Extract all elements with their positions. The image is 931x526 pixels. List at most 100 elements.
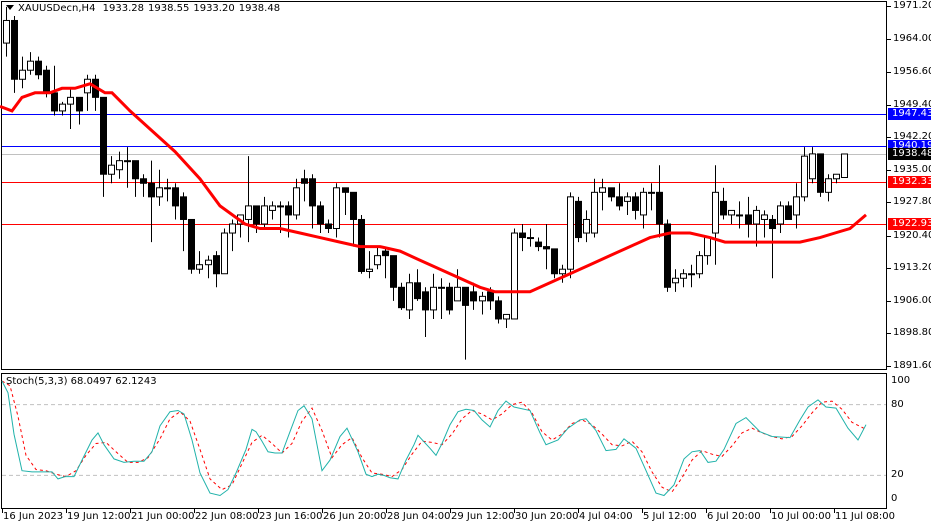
collapse-triangle-icon[interactable] xyxy=(6,5,14,10)
time-tick-label: 6 Jul 20:00 xyxy=(707,511,761,522)
price-tick xyxy=(887,366,891,367)
time-tick-label: 10 Jul 00:00 xyxy=(771,511,831,522)
close-value: 1938.48 xyxy=(238,3,281,14)
bullish-candle xyxy=(333,187,340,230)
time-tick-label: 23 Jun 16:00 xyxy=(259,511,323,522)
bearish-candle xyxy=(309,178,316,207)
price-tick xyxy=(887,105,891,106)
bullish-candle xyxy=(3,19,10,44)
price-tick xyxy=(887,268,891,269)
stoch-tick-label: 0 xyxy=(891,493,898,504)
bullish-candle xyxy=(124,160,131,163)
bullish-candle xyxy=(261,205,268,225)
bearish-candle xyxy=(745,214,752,225)
bearish-candle xyxy=(43,69,50,94)
bullish-candle xyxy=(559,268,566,275)
bearish-candle xyxy=(390,255,397,288)
bullish-candle xyxy=(825,178,832,193)
price-tick xyxy=(887,137,891,138)
price-tick xyxy=(887,72,891,73)
bearish-candle xyxy=(608,187,615,198)
bearish-candle xyxy=(535,241,542,248)
bearish-candle xyxy=(285,205,292,216)
bullish-candle xyxy=(712,191,719,234)
price-tick-label: 1927.80 xyxy=(893,196,931,207)
bearish-candle xyxy=(632,196,639,211)
bearish-candle xyxy=(769,218,776,230)
price-tick xyxy=(887,39,891,40)
price-level-tag: 1947.43 xyxy=(888,108,931,120)
price-tick-label: 1891.60 xyxy=(893,360,931,371)
price-tick xyxy=(887,6,891,7)
moving-average-line xyxy=(0,82,867,294)
bullish-candle xyxy=(19,69,26,80)
bullish-candle xyxy=(801,155,808,198)
bullish-candle xyxy=(67,96,74,105)
bearish-candle xyxy=(172,187,179,207)
stoch-tick-label: 20 xyxy=(891,469,904,480)
bullish-candle xyxy=(704,237,711,257)
time-tick-label: 11 Jul 08:00 xyxy=(835,511,895,522)
symbol-label: XAUUSDecn,H4 xyxy=(18,3,96,14)
bullish-candle xyxy=(793,196,800,216)
time-tick xyxy=(322,509,323,513)
indicator-name: Stoch(5,3,3) xyxy=(6,376,68,387)
time-tick-label: 19 Jun 12:00 xyxy=(67,511,131,522)
price-chart-area[interactable] xyxy=(1,1,887,370)
bullish-candle xyxy=(761,214,768,220)
bearish-candle xyxy=(76,96,83,112)
bearish-candle xyxy=(422,291,429,311)
bullish-candle xyxy=(777,205,784,225)
time-tick-label: 21 Jun 00:00 xyxy=(131,511,195,522)
price-tick-label: 1906.00 xyxy=(893,295,931,306)
price-level-tag: 1932.33 xyxy=(888,176,931,188)
time-tick xyxy=(770,509,771,513)
bullish-candle xyxy=(599,187,606,193)
bearish-candle xyxy=(817,153,824,193)
bullish-candle xyxy=(406,282,413,311)
bearish-candle xyxy=(664,223,671,288)
chart-header: XAUUSDecn,H4 1933.28 1938.55 1933.20 1938.4… xyxy=(6,3,284,14)
bearish-candle xyxy=(495,300,502,320)
bearish-candle xyxy=(11,19,18,80)
bullish-candle xyxy=(591,191,598,234)
price-level-tag: 1938.48 xyxy=(888,148,931,160)
bullish-candle xyxy=(696,255,703,275)
bullish-candle xyxy=(205,259,212,266)
bearish-candle xyxy=(414,282,421,300)
bearish-candle xyxy=(100,96,107,175)
bearish-candle xyxy=(487,291,494,302)
price-tick xyxy=(887,236,891,237)
stoch-main-line xyxy=(1,380,867,497)
bullish-candle xyxy=(454,286,461,302)
bearish-candle xyxy=(720,200,727,216)
stochastic-panel[interactable] xyxy=(1,373,887,509)
bullish-candle xyxy=(736,214,743,217)
bullish-candle xyxy=(567,196,574,270)
price-tick-label: 1971.20 xyxy=(893,0,931,11)
bearish-candle xyxy=(140,178,147,184)
bearish-candle xyxy=(342,187,349,193)
time-tick-label: 29 Jun 12:00 xyxy=(451,511,515,522)
bearish-candle xyxy=(132,160,139,180)
stoch-signal-line xyxy=(1,380,867,493)
bearish-candle xyxy=(446,286,453,311)
bearish-candle xyxy=(543,246,550,250)
bearish-candle xyxy=(575,200,582,239)
price-tick xyxy=(887,301,891,302)
time-tick-label: 5 Jul 12:00 xyxy=(643,511,697,522)
bearish-candle xyxy=(51,92,58,112)
time-tick-label: 30 Jun 20:00 xyxy=(515,511,579,522)
bearish-candle xyxy=(398,286,405,309)
bearish-candle xyxy=(188,218,195,270)
bullish-candle xyxy=(833,173,840,180)
bullish-candle xyxy=(809,153,816,180)
bullish-candle xyxy=(164,187,171,190)
time-tick xyxy=(578,509,579,513)
time-tick-label: 28 Jun 04:00 xyxy=(387,511,451,522)
bearish-candle xyxy=(148,182,155,198)
bullish-candle xyxy=(640,191,647,216)
price-tick xyxy=(887,202,891,203)
bearish-candle xyxy=(382,250,389,257)
